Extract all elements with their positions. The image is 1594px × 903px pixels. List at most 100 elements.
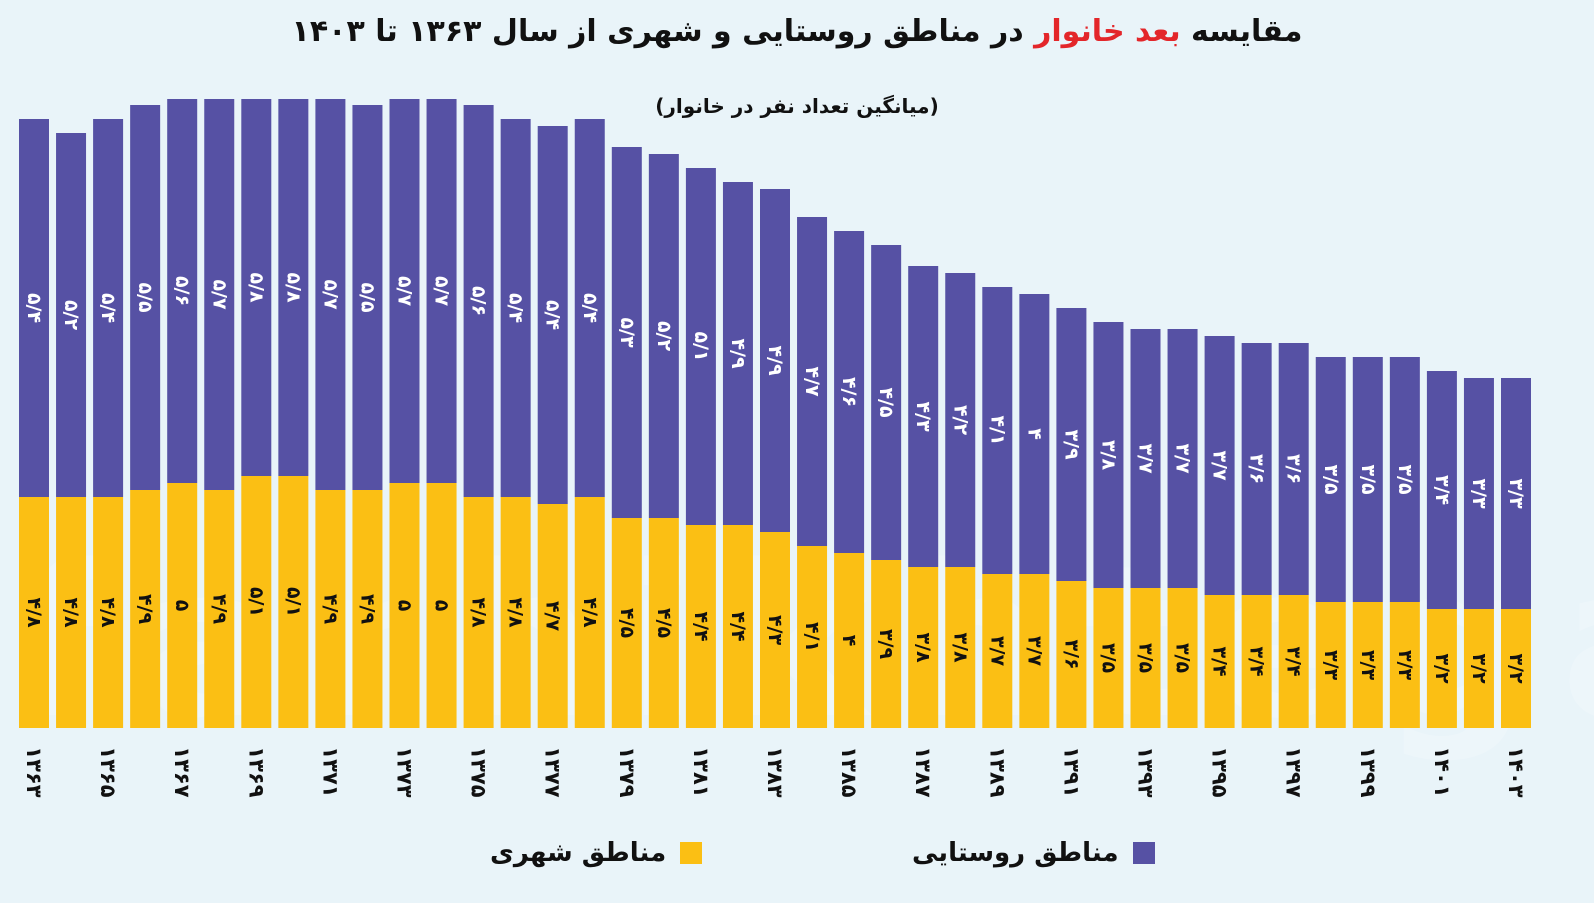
data-label-rural: ۵/۵ xyxy=(356,282,378,313)
x-tick-label: ۱۴۰۱ xyxy=(1430,746,1454,797)
bar-urban xyxy=(1019,574,1050,728)
data-label-rural: ۵/۴ xyxy=(505,293,527,323)
bar-rural xyxy=(871,245,902,560)
data-label-rural: ۵/۴ xyxy=(542,300,564,330)
bar-rural xyxy=(574,119,605,497)
data-label-urban: ۵/۱ xyxy=(245,587,267,617)
title-part1: مقایسه xyxy=(1180,14,1303,49)
bar-urban xyxy=(463,497,494,728)
bar-urban xyxy=(1501,609,1531,728)
bar-rural xyxy=(278,99,309,476)
bar-rural xyxy=(945,273,976,567)
data-label-urban: ۴/۳ xyxy=(764,615,786,646)
data-label-rural: ۵/۷ xyxy=(319,279,341,310)
data-label-rural: ۳/۷ xyxy=(1209,450,1231,481)
bar-rural xyxy=(1315,357,1346,602)
x-tick-label: ۱۴۰۳ xyxy=(1504,746,1528,797)
bar-rural xyxy=(1167,329,1198,588)
data-label-rural: ۴/۵ xyxy=(875,387,897,418)
bar-rural xyxy=(500,119,531,497)
x-tick-label: ۱۳۷۹ xyxy=(615,746,639,797)
data-label-urban: ۴/۸ xyxy=(23,597,45,628)
bar-urban xyxy=(93,497,124,728)
bar-urban xyxy=(204,490,235,728)
bar-rural xyxy=(56,133,87,497)
data-label-rural: ۳/۶ xyxy=(1283,454,1305,484)
x-tick-label: ۱۳۶۷ xyxy=(170,746,194,797)
data-label-urban: ۴/۸ xyxy=(505,597,527,628)
data-label-urban: ۴/۵ xyxy=(653,608,675,639)
data-label-urban: ۳/۲ xyxy=(1468,653,1490,684)
bar-rural xyxy=(1056,308,1087,581)
data-label-urban: ۳/۴ xyxy=(1209,646,1231,676)
data-label-urban: ۳/۸ xyxy=(912,632,934,663)
legend-rural-label: مناطق روستایی xyxy=(912,838,1119,868)
data-label-rural: ۵/۷ xyxy=(431,276,453,307)
bar-rural xyxy=(685,168,716,525)
bar-rural xyxy=(1019,294,1050,574)
bar-rural xyxy=(1241,343,1272,595)
bar-urban xyxy=(426,483,457,728)
data-label-urban: ۵ xyxy=(431,600,453,612)
bar-urban xyxy=(797,546,828,728)
bar-urban xyxy=(648,518,679,728)
data-label-urban: ۴/۸ xyxy=(97,597,119,628)
stacked-bar-chart: ۵/۴ ۴/۸ ۱۳۶۳ ۵/۲ ۴/۸ ۵/۴ ۴/۸ ۱۳۶۵ ۵/۵ ۴/۹ ۵/۶ ۵ ۱۳۶۷… xyxy=(19,99,1531,798)
bar-urban xyxy=(500,497,531,728)
data-label-rural: ۵/۲ xyxy=(653,321,675,352)
bar-rural xyxy=(537,126,568,504)
bar-rural xyxy=(167,99,198,483)
x-tick-label: ۱۳۸۹ xyxy=(985,746,1009,797)
data-label-urban: ۳/۵ xyxy=(1172,643,1194,674)
bar-rural xyxy=(760,189,790,532)
chart-subtitle: (میانگین تعداد نفر در خانوار) xyxy=(655,94,939,118)
bar-urban xyxy=(611,518,642,728)
legend-rural: مناطق روستایی xyxy=(912,838,1155,868)
bar-rural xyxy=(648,154,679,518)
data-label-urban: ۳/۵ xyxy=(1135,643,1157,674)
data-label-urban: ۴/۵ xyxy=(616,608,638,639)
data-label-urban: ۴/۹ xyxy=(356,594,378,625)
bar-urban xyxy=(1167,588,1198,728)
x-tick-label: ۱۳۹۹ xyxy=(1356,746,1380,797)
bar-rural xyxy=(315,99,346,490)
data-label-urban: ۳/۲ xyxy=(1431,653,1453,684)
data-label-urban: ۳/۲ xyxy=(1505,653,1527,684)
bar-urban xyxy=(241,476,272,728)
bar-rural xyxy=(1463,378,1494,609)
legend-urban-label: مناطق شهری xyxy=(490,838,667,868)
data-label-rural: ۵/۸ xyxy=(245,272,267,303)
data-label-urban: ۳/۷ xyxy=(986,636,1008,667)
data-label-rural: ۵/۵ xyxy=(134,282,156,313)
data-label-urban: ۳/۷ xyxy=(1023,636,1045,667)
bar-urban xyxy=(1056,581,1087,728)
bar-urban xyxy=(315,490,346,728)
data-label-rural: ۵/۸ xyxy=(282,272,304,303)
data-label-urban: ۴/۷ xyxy=(542,601,564,632)
bar-urban xyxy=(1093,588,1124,728)
bar-rural xyxy=(463,105,494,497)
bar-urban xyxy=(19,497,49,728)
bar-rural xyxy=(908,266,939,567)
x-tick-label: ۱۳۷۷ xyxy=(541,746,565,797)
bar-rural xyxy=(130,105,161,490)
data-label-rural: ۳/۹ xyxy=(1060,429,1082,460)
data-label-rural: ۵/۷ xyxy=(208,279,230,310)
bar-urban xyxy=(167,483,198,728)
data-label-urban: ۳/۵ xyxy=(1097,643,1119,674)
data-label-rural: ۳/۵ xyxy=(1357,464,1379,495)
data-label-urban: ۴/۹ xyxy=(208,594,230,625)
data-label-rural: ۵/۶ xyxy=(171,276,193,306)
data-label-urban: ۴/۱ xyxy=(801,622,823,652)
data-label-urban: ۵/۱ xyxy=(282,587,304,617)
bar-urban xyxy=(908,567,939,728)
data-label-rural: ۳/۵ xyxy=(1320,464,1342,495)
data-label-rural: ۵/۴ xyxy=(579,293,601,323)
bar-urban xyxy=(278,476,309,728)
x-tick-label: ۱۳۷۳ xyxy=(393,746,417,797)
bar-urban xyxy=(130,490,161,728)
data-label-rural: ۳/۵ xyxy=(1394,464,1416,495)
data-label-urban: ۴/۴ xyxy=(727,611,749,641)
bar-urban xyxy=(722,525,753,728)
bar-urban xyxy=(537,504,568,728)
